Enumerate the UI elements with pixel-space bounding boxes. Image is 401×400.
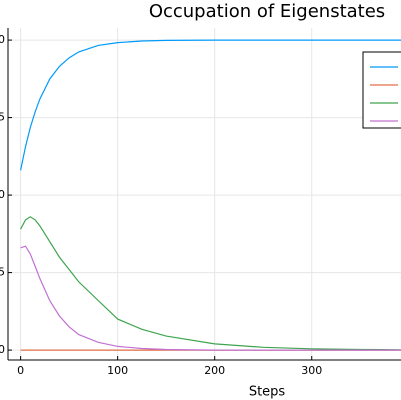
legend-box xyxy=(362,51,401,129)
y-tick-label: 0.00 xyxy=(0,343,5,356)
x-tick-label: 300 xyxy=(301,364,322,377)
y-tick-label: 0.25 xyxy=(0,266,5,279)
x-axis-label: Steps xyxy=(249,385,286,400)
y-tick-label: 1.00 xyxy=(0,33,5,46)
series-line xyxy=(20,216,401,351)
x-tick-label: 100 xyxy=(107,364,128,377)
series-line xyxy=(20,39,401,171)
chart-title: Occupation of Eigenstates xyxy=(149,1,385,22)
x-tick-label: 0 xyxy=(17,364,24,377)
series-line xyxy=(20,245,401,351)
x-tick-label: 200 xyxy=(204,364,225,377)
y-tick-label: 0.50 xyxy=(0,188,5,201)
y-tick-label: 0.75 xyxy=(0,111,5,124)
